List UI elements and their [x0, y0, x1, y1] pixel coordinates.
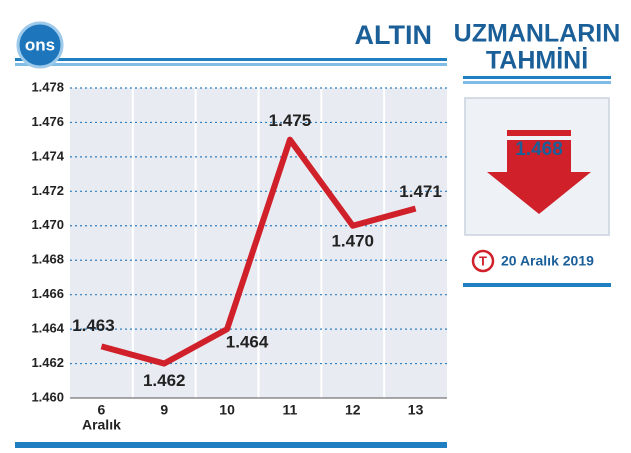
- x-tick-label: 13: [408, 402, 424, 418]
- arrow: [487, 140, 591, 214]
- y-tick-label: 1.476: [31, 114, 64, 129]
- forecast-bottom-rule: [463, 283, 611, 287]
- y-tick-label: 1.462: [31, 355, 64, 370]
- logo: [471, 249, 495, 273]
- x-tick-label: 11: [283, 402, 298, 418]
- y-tick-label: 1.470: [31, 217, 64, 232]
- data-label: 1.471: [399, 182, 442, 201]
- badge: ons: [25, 35, 55, 54]
- x-tick-label: 9: [160, 402, 168, 418]
- data-label: 1.475: [269, 111, 312, 130]
- y-tick-label: 1.472: [31, 183, 64, 198]
- y-tick-label: 1.460: [31, 389, 64, 404]
- chart-title: ALTIN: [355, 20, 432, 50]
- logo-letter: T: [479, 253, 487, 268]
- forecast-date: 20 Aralık 2019: [501, 253, 594, 269]
- forecast-rule: [463, 81, 611, 84]
- forecast-rule: [463, 76, 611, 79]
- title-rule: [15, 63, 447, 66]
- data-label: 1.464: [226, 333, 269, 352]
- x-tick-label: 12: [345, 402, 361, 418]
- title-rule: [15, 58, 447, 61]
- data-label: 1.463: [72, 316, 115, 335]
- y-tick-label: 1.474: [31, 148, 64, 163]
- plot: 1.460 1.462 1.464 1.466 1.468 1.470 1.472 1.474…: [31, 79, 447, 433]
- data-label: 1.462: [143, 371, 186, 390]
- arrow-bar: [507, 130, 571, 136]
- forecast-title: UZMANLARIN: [454, 20, 621, 48]
- forecast-value: 1.468: [515, 139, 563, 160]
- line: [100, 136, 417, 367]
- badge-circle: [16, 21, 64, 69]
- data-label: 1.470: [331, 231, 374, 250]
- y-tick-label: 1.464: [31, 321, 64, 336]
- x-sublabel: Aralık: [82, 417, 121, 433]
- bottom-rule: [15, 442, 447, 448]
- y-tick-label: 1.478: [31, 79, 64, 94]
- x-tick-label: 6: [98, 402, 106, 418]
- y-tick-label: 1.466: [31, 286, 64, 301]
- forecast-title: TAHMİNİ: [486, 47, 588, 75]
- x-tick-label: 10: [219, 402, 235, 418]
- y-tick-label: 1.468: [31, 252, 64, 267]
